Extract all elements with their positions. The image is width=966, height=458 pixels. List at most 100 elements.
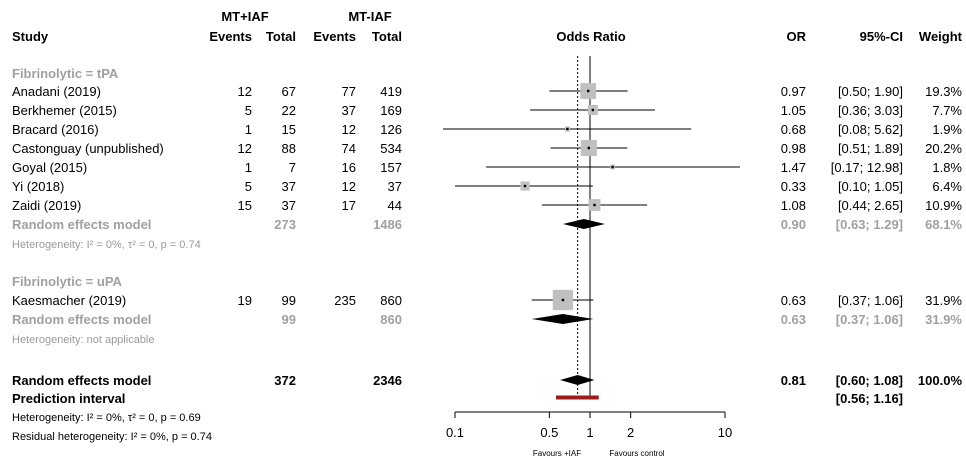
events1: 19 xyxy=(238,293,252,308)
point-estimate xyxy=(566,127,569,131)
or-value: 0.81 xyxy=(781,373,806,388)
events2: 74 xyxy=(342,141,356,156)
point-estimate xyxy=(587,146,591,150)
total1: 99 xyxy=(282,312,296,327)
total2: 169 xyxy=(380,103,402,118)
events1-header: Events xyxy=(209,29,252,44)
plot-marks xyxy=(443,56,740,400)
study-row: Kaesmacher (2019) 19 99 235 860 0.63 [0.… xyxy=(12,293,962,308)
events1: 5 xyxy=(245,179,252,194)
subgroup-tpa: Fibrinolytic = tPA Anadani (2019) 12 67 … xyxy=(12,66,962,251)
weight-value: 19.3% xyxy=(925,84,962,99)
events2: 12 xyxy=(342,122,356,137)
study-row: Zaidi (2019) 15 37 17 44 1.08 [0.44; 2.6… xyxy=(12,198,962,213)
point-estimate xyxy=(591,108,595,112)
or-value: 0.63 xyxy=(781,293,806,308)
or-value: 1.47 xyxy=(781,160,806,175)
weight-header: Weight xyxy=(919,29,963,44)
study-name: Yi (2018) xyxy=(12,179,64,194)
study-name: Bracard (2016) xyxy=(12,122,99,137)
subgroup-upa: Fibrinolytic = uPA Kaesmacher (2019) 19 … xyxy=(12,274,962,346)
or-value: 1.08 xyxy=(781,198,806,213)
weight-value: 20.2% xyxy=(925,141,962,156)
summary-diamond xyxy=(562,219,605,229)
ci-value: [0.36; 3.03] xyxy=(838,103,903,118)
or-header: OR xyxy=(787,29,807,44)
total2: 37 xyxy=(388,179,402,194)
x-tick-label: 1 xyxy=(586,425,593,440)
total2: 860 xyxy=(380,312,402,327)
events2: 235 xyxy=(334,293,356,308)
total2: 534 xyxy=(380,141,402,156)
prediction-interval-bar xyxy=(556,395,599,400)
events1: 1 xyxy=(245,122,252,137)
or-value: 0.90 xyxy=(781,217,806,232)
events2: 37 xyxy=(342,103,356,118)
total2: 44 xyxy=(388,198,402,213)
ci-value: [0.37; 1.06] xyxy=(836,312,903,327)
study-row: Goyal (2015) 1 7 16 157 1.47 [0.17; 12.9… xyxy=(12,160,962,175)
ci-value: [0.60; 1.08] xyxy=(836,373,903,388)
total1: 7 xyxy=(289,160,296,175)
summary-diamond xyxy=(531,314,594,324)
random-effects-label: Random effects model xyxy=(12,312,151,327)
weight-value: 7.7% xyxy=(932,103,962,118)
events2: 16 xyxy=(342,160,356,175)
total1-header: Total xyxy=(266,29,296,44)
overall-label: Random effects model xyxy=(12,373,151,388)
subgroup-random-effects-row: Random effects model 273 1486 0.90 [0.63… xyxy=(12,217,962,232)
summary-diamond xyxy=(560,375,595,385)
events1: 15 xyxy=(238,198,252,213)
events2: 17 xyxy=(342,198,356,213)
total1: 88 xyxy=(282,141,296,156)
subgroup-heterogeneity: Heterogeneity: I² = 0%, τ² = 0, p = 0.74 xyxy=(12,239,201,251)
total1: 37 xyxy=(282,179,296,194)
prediction-label: Prediction interval xyxy=(12,391,125,406)
weight-value: 31.9% xyxy=(925,293,962,308)
group2-header: MT-IAF xyxy=(348,9,391,24)
or-value: 0.63 xyxy=(781,312,806,327)
study-name: Kaesmacher (2019) xyxy=(12,293,126,308)
point-estimate xyxy=(587,89,590,93)
events2: 77 xyxy=(342,84,356,99)
weight-value: 100.0% xyxy=(918,373,963,388)
study-name: Berkhemer (2015) xyxy=(12,103,117,118)
x-axis: 0.1 0.5 1 2 10 Favours +IAF Favours control xyxy=(446,411,732,458)
or-value: 0.68 xyxy=(781,122,806,137)
study-name: Goyal (2015) xyxy=(12,160,87,175)
subgroup-label: Fibrinolytic = uPA xyxy=(12,274,123,289)
ci-value: [0.10; 1.05] xyxy=(838,179,903,194)
or-value: 0.33 xyxy=(781,179,806,194)
group1-header: MT+IAF xyxy=(221,9,268,24)
ci-value: [0.17; 12.98] xyxy=(831,160,903,175)
x-tick-label: 0.5 xyxy=(540,425,558,440)
prediction-interval-row: Prediction interval [0.56; 1.16] xyxy=(12,391,903,406)
total1: 15 xyxy=(282,122,296,137)
study-row: Castonguay (unpublished) 12 88 74 534 0.… xyxy=(12,141,962,156)
x-axis-ticks: 0.1 0.5 1 2 10 xyxy=(446,412,732,440)
study-header: Study xyxy=(12,29,49,44)
weight-value: 31.9% xyxy=(925,312,962,327)
events1: 12 xyxy=(238,141,252,156)
study-name: Zaidi (2019) xyxy=(12,198,81,213)
weight-value: 68.1% xyxy=(925,217,962,232)
plot-header: Odds Ratio xyxy=(556,29,625,44)
total2: 419 xyxy=(380,84,402,99)
study-row: Berkhemer (2015) 5 22 37 169 1.05 [0.36;… xyxy=(12,103,962,118)
study-name: Castonguay (unpublished) xyxy=(12,141,164,156)
total2-header: Total xyxy=(372,29,402,44)
ci-value: [0.37; 1.06] xyxy=(838,293,903,308)
events1: 12 xyxy=(238,84,252,99)
total1: 273 xyxy=(274,217,296,232)
favours-left-label: Favours +IAF xyxy=(533,449,581,458)
weight-value: 1.9% xyxy=(932,122,962,137)
ci-header: 95%-CI xyxy=(860,29,903,44)
total2: 126 xyxy=(380,122,402,137)
subgroup-heterogeneity: Heterogeneity: not applicable xyxy=(12,334,154,346)
total1: 372 xyxy=(274,373,296,388)
x-tick-label: 10 xyxy=(718,425,732,440)
point-estimate xyxy=(561,298,565,302)
events1: 5 xyxy=(245,103,252,118)
study-row: Bracard (2016) 1 15 12 126 0.68 [0.08; 5… xyxy=(12,122,962,137)
study-row: Anadani (2019) 12 67 77 419 0.97 [0.50; … xyxy=(12,84,962,99)
